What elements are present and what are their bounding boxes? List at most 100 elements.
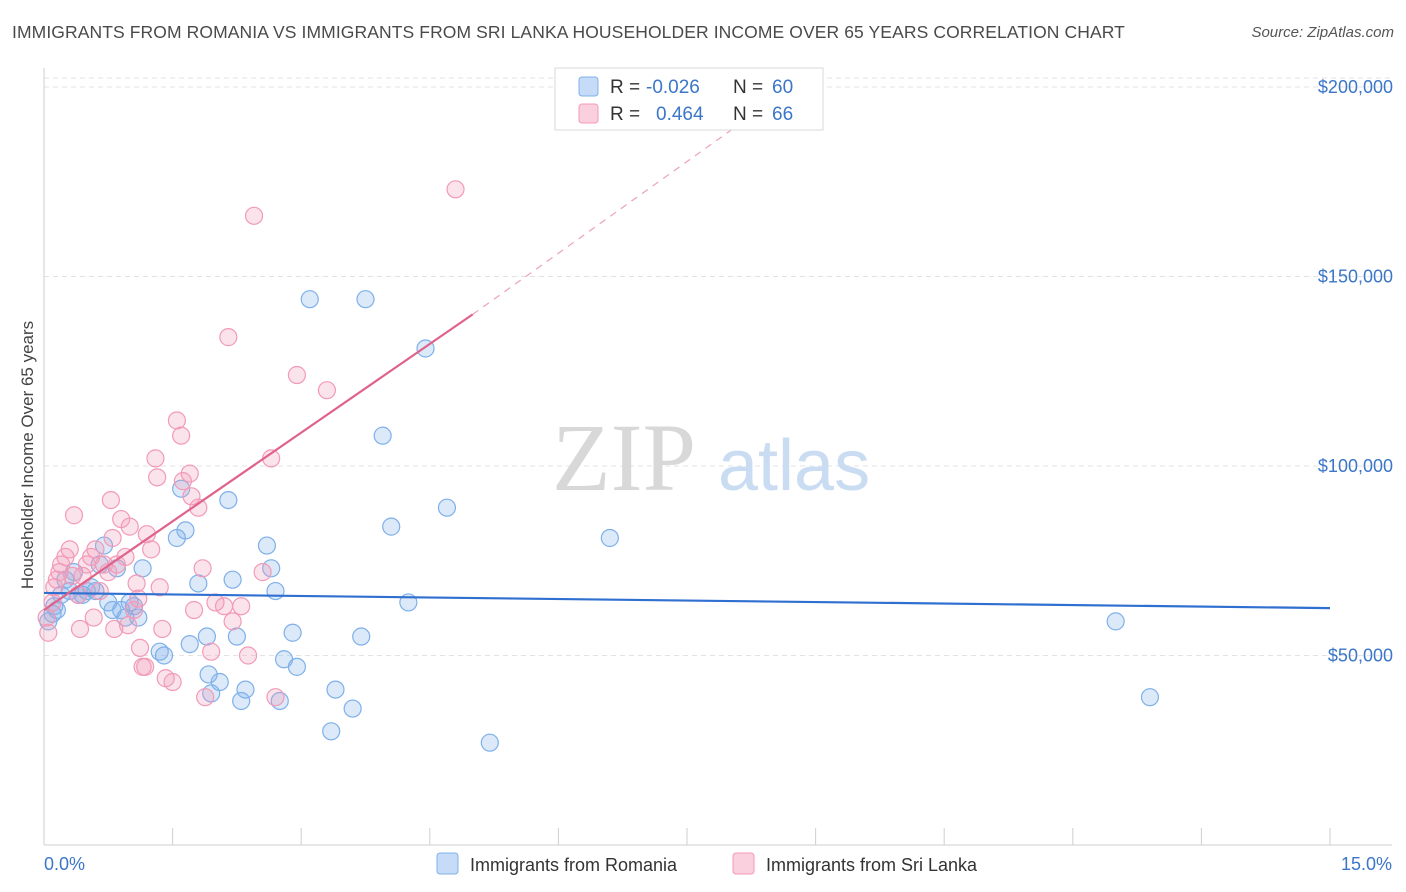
romania-point xyxy=(382,517,401,536)
y-tick-label: $200,000 xyxy=(1318,77,1393,97)
srilanka-point xyxy=(103,528,122,548)
srilanka-points xyxy=(37,180,465,707)
srilanka-point xyxy=(142,540,161,559)
srilanka-point xyxy=(196,688,215,707)
romania-point xyxy=(154,646,174,665)
srilanka-point xyxy=(238,646,258,665)
romania-point xyxy=(343,699,362,718)
romania-point xyxy=(600,528,619,548)
srilanka-point xyxy=(105,619,124,639)
srilanka-point xyxy=(150,578,169,597)
y-tick-label: $150,000 xyxy=(1318,266,1393,286)
stats-n-label-srilanka: N = xyxy=(733,104,763,125)
srilanka-point xyxy=(63,566,82,585)
stats-r-label-srilanka: R = xyxy=(610,104,640,125)
srilanka-point xyxy=(37,608,56,627)
x-tick-label-max: 15.0% xyxy=(1341,854,1392,874)
y-tick-label: $100,000 xyxy=(1318,456,1393,476)
romania-point xyxy=(86,581,105,601)
romania-point xyxy=(257,536,277,555)
romania-point xyxy=(133,559,152,578)
srilanka-point xyxy=(129,589,148,608)
romania-point xyxy=(352,627,371,646)
srilanka-point xyxy=(180,464,199,483)
srilanka-point xyxy=(153,619,172,639)
romania-point xyxy=(480,733,499,752)
romania-point xyxy=(219,490,238,510)
romania-trend-line xyxy=(43,591,1331,610)
romania-point xyxy=(326,680,345,699)
srilanka-point xyxy=(136,657,155,676)
srilanka-point xyxy=(184,600,204,620)
srilanka-point xyxy=(232,597,251,616)
source-attribution: Source: ZipAtlas.com xyxy=(1251,24,1394,41)
romania-point xyxy=(180,635,199,654)
romania-point xyxy=(232,691,251,711)
series-legend: Immigrants from Romania Immigrants from … xyxy=(436,852,978,875)
stats-r-value-romania: -0.026 xyxy=(646,77,700,98)
srilanka-point xyxy=(446,180,465,199)
gridlines xyxy=(44,77,1392,656)
stats-r-label-romania: R = xyxy=(610,77,640,98)
srilanka-point xyxy=(118,616,138,635)
romania-point xyxy=(172,479,191,498)
x-axis-ticks xyxy=(43,828,1331,845)
romania-point xyxy=(189,574,208,593)
srilanka-point xyxy=(287,365,307,385)
stats-n-value-srilanka: 66 xyxy=(772,104,793,125)
stats-n-value-romania: 60 xyxy=(772,77,793,98)
srilanka-point xyxy=(146,449,165,468)
romania-point xyxy=(236,680,255,699)
srilanka-point xyxy=(127,574,146,593)
srilanka-point xyxy=(86,540,105,559)
srilanka-point xyxy=(60,540,79,559)
romania-point xyxy=(1140,688,1160,707)
srilanka-point xyxy=(214,597,234,616)
srilanka-point xyxy=(39,623,58,642)
srilanka-point xyxy=(244,206,264,225)
romania-point xyxy=(356,290,375,309)
srilanka-point xyxy=(317,381,337,400)
romania-point xyxy=(197,627,216,646)
srilanka-point xyxy=(163,672,182,692)
romania-point xyxy=(210,672,229,692)
srilanka-point xyxy=(70,619,90,639)
romania-point xyxy=(322,722,341,741)
romania-point xyxy=(287,657,307,676)
y-axis-tick-labels: $50,000 $100,000 $150,000 $200,000 xyxy=(1318,77,1393,666)
trend-lines xyxy=(43,124,1331,611)
romania-point xyxy=(283,623,302,642)
romania-point xyxy=(300,290,319,309)
srilanka-point xyxy=(116,547,135,567)
srilanka-point xyxy=(182,487,201,506)
watermark-atlas: atlas xyxy=(718,426,870,506)
romania-point xyxy=(373,426,392,445)
legend-label-romania: Immigrants from Romania xyxy=(470,855,678,875)
srilanka-point xyxy=(219,328,238,347)
srilanka-point xyxy=(64,506,84,525)
stats-swatch-romania xyxy=(578,76,599,97)
srilanka-point xyxy=(69,585,88,604)
srilanka-point xyxy=(167,411,186,430)
romania-point xyxy=(262,559,281,578)
srilanka-point xyxy=(189,498,208,517)
srilanka-point xyxy=(202,642,221,661)
srilanka-point xyxy=(84,608,103,627)
srilanka-point xyxy=(172,426,191,445)
srilanka-trend-line-extension xyxy=(472,124,739,315)
stats-legend: R = -0.026 N = 60 R = 0.464 N = 66 xyxy=(554,67,824,131)
romania-point xyxy=(1106,612,1125,631)
srilanka-point xyxy=(173,472,192,491)
srilanka-point xyxy=(90,581,109,601)
axes xyxy=(43,68,1392,846)
srilanka-point xyxy=(130,638,150,658)
stats-n-label-romania: N = xyxy=(733,77,763,98)
romania-point xyxy=(223,570,242,589)
srilanka-point xyxy=(193,559,212,578)
stats-swatch-srilanka xyxy=(578,103,599,124)
watermark: ZIP atlas xyxy=(552,404,870,511)
srilanka-point xyxy=(101,490,120,510)
x-tick-label-min: 0.0% xyxy=(44,854,85,874)
legend-swatch-romania xyxy=(436,852,459,875)
y-tick-label: $50,000 xyxy=(1328,645,1393,665)
